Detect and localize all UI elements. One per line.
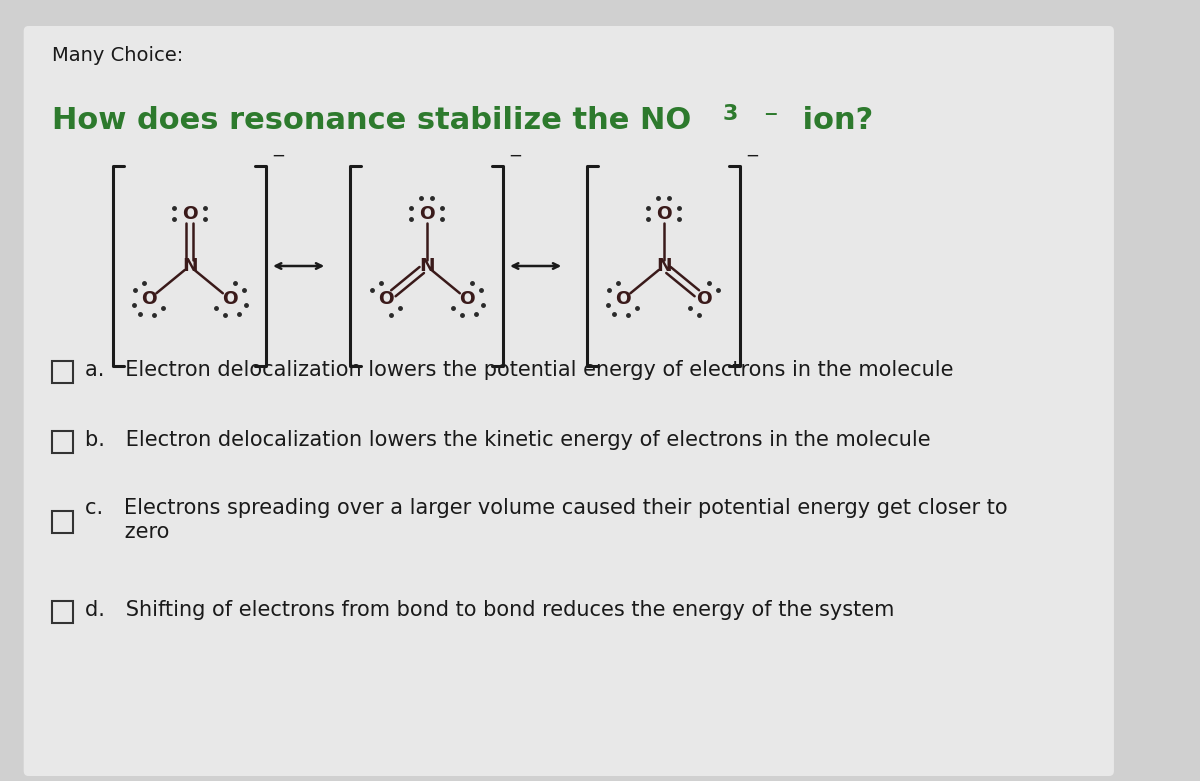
Text: c. Electrons spreading over a larger volume caused their potential energy get cl: c. Electrons spreading over a larger vol…	[85, 498, 1008, 541]
Text: How does resonance stabilize the NO: How does resonance stabilize the NO	[52, 106, 691, 135]
Text: d. Shifting of electrons from bond to bond reduces the energy of the system: d. Shifting of electrons from bond to bo…	[85, 600, 895, 620]
Text: N: N	[656, 257, 672, 275]
FancyBboxPatch shape	[24, 26, 1114, 776]
Text: N: N	[419, 257, 434, 275]
Text: 3: 3	[722, 104, 738, 124]
Text: Many Choice:: Many Choice:	[52, 46, 184, 65]
Bar	[52, 431, 73, 453]
Text: ion?: ion?	[792, 106, 872, 135]
Text: a. Electron delocalization lowers the potential energy of electrons in the molec: a. Electron delocalization lowers the po…	[85, 360, 954, 380]
Text: O: O	[696, 291, 712, 308]
Text: O: O	[181, 205, 198, 223]
Text: ⁻: ⁻	[763, 106, 778, 134]
Text: O: O	[142, 291, 157, 308]
Text: O: O	[656, 205, 672, 223]
Text: N: N	[181, 257, 198, 275]
Text: −: −	[271, 146, 284, 164]
Text: O: O	[460, 291, 475, 308]
Bar	[52, 361, 73, 383]
Text: −: −	[508, 146, 522, 164]
Text: −: −	[745, 146, 758, 164]
Bar	[52, 511, 73, 533]
Text: O: O	[378, 291, 394, 308]
Bar	[52, 601, 73, 623]
Text: O: O	[616, 291, 631, 308]
Text: O: O	[419, 205, 434, 223]
Text: O: O	[222, 291, 238, 308]
Text: b. Electron delocalization lowers the kinetic energy of electrons in the molecul: b. Electron delocalization lowers the ki…	[85, 430, 931, 450]
